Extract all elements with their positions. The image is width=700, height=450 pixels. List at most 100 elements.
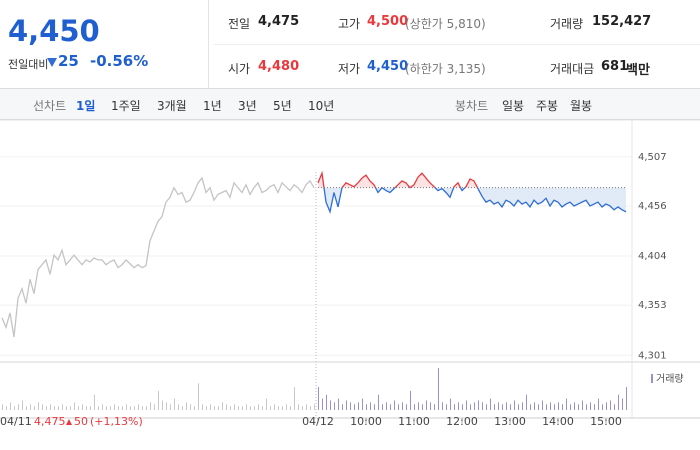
quote-header: 4,450 전일대비 25 -0.56% 전일 4,475 고가 4,500 (… [0, 0, 700, 89]
down-arrow [47, 58, 57, 67]
volume-bar [566, 398, 567, 410]
volume-bar [198, 383, 199, 410]
volume-bar [34, 406, 35, 410]
volume-bar [326, 394, 327, 410]
chart: 4,301 4,353 4,404 4,456 4,507 04/11 04/12 10:00… [0, 120, 700, 428]
legend-swatch [651, 374, 653, 383]
volume-bar [466, 400, 467, 410]
volume-bar [74, 402, 75, 410]
volume-bar [486, 404, 487, 410]
volume-bar [214, 406, 215, 410]
volume-bar [302, 406, 303, 410]
volume-bar [46, 406, 47, 410]
volume-bar [182, 406, 183, 410]
volume-bar [250, 406, 251, 410]
divider [208, 0, 209, 88]
volume-bar [578, 404, 579, 410]
volume-bar [318, 387, 319, 410]
volume-bar [254, 406, 255, 410]
volume-bar [114, 404, 115, 410]
volume-bar [626, 387, 627, 410]
volume-bar [58, 406, 59, 410]
volume-bar [142, 406, 143, 410]
volume-bar [258, 404, 259, 410]
volume-bar [14, 406, 15, 410]
volume-bar [290, 406, 291, 410]
stat-label: 거래대금 [550, 62, 595, 76]
stat-label: 저가 [338, 62, 361, 76]
volume-bar [134, 406, 135, 410]
change-label: 전일대비 [8, 58, 49, 71]
volume-bar [246, 404, 247, 410]
volume-bar [386, 402, 387, 410]
volume-bar [218, 406, 219, 410]
volume-bar [382, 404, 383, 410]
stat-label: 시가 [228, 62, 251, 76]
volume-bar [346, 400, 347, 410]
x-tick-label: 13:00 [494, 415, 526, 428]
volume-bar [458, 402, 459, 410]
period-tab[interactable]: 3년 [238, 99, 257, 113]
candle-tab[interactable]: 주봉 [536, 99, 559, 113]
volume-bar [558, 402, 559, 410]
stat-note: (상한가 5,810) [405, 17, 486, 31]
volume-bar [586, 404, 587, 410]
volume-bar [262, 406, 263, 410]
stat-value: 681 [601, 59, 629, 74]
volume-bar [130, 406, 131, 410]
y-tick-label: 4,456 [638, 201, 667, 212]
period-tab[interactable]: 5년 [273, 99, 292, 113]
x-tick-label: 04/12 [302, 415, 334, 428]
volume-bar [602, 404, 603, 410]
volume-bar [442, 402, 443, 410]
period-tab[interactable]: 1년 [203, 99, 222, 113]
change: 25 [58, 52, 79, 70]
x-tick-label: 14:00 [542, 415, 574, 428]
volume-bar [530, 404, 531, 410]
period-tab[interactable]: 1주일 [111, 99, 141, 113]
volume-bar [78, 406, 79, 410]
candle-tab[interactable]: 월봉 [570, 99, 593, 113]
volume-bar [138, 404, 139, 410]
x-tick-label: 04/11 [0, 415, 32, 428]
volume-bar [226, 404, 227, 410]
volume-bar [234, 404, 235, 410]
volume-bar [622, 398, 623, 410]
volume-bar [110, 406, 111, 410]
volume-bar [102, 404, 103, 410]
volume-bar [190, 404, 191, 410]
volume-bar [606, 402, 607, 410]
stat-value: 152,427 [592, 14, 652, 29]
x-tick-label: 10:00 [350, 415, 382, 428]
volume-bar [334, 402, 335, 410]
volume-bar [534, 402, 535, 410]
volume-bar [166, 402, 167, 410]
volume-bar [374, 404, 375, 410]
volume-bar [178, 404, 179, 410]
footer-price: 4,475 [34, 415, 66, 428]
y-tick-label: 4,301 [638, 350, 667, 361]
volume-bar [6, 406, 7, 410]
volume-bar [354, 404, 355, 410]
period-tab[interactable]: 1일 [76, 99, 96, 113]
volume-bar [342, 404, 343, 410]
volume-bar [482, 402, 483, 410]
price: 4,450 [8, 14, 100, 48]
volume-bar [306, 404, 307, 410]
volume-bar [618, 394, 619, 410]
volume-bar [474, 402, 475, 410]
volume-bar [210, 404, 211, 410]
volume-bar [202, 404, 203, 410]
candle-tab[interactable]: 일봉 [502, 99, 525, 113]
volume-bar [222, 402, 223, 410]
period-tab[interactable]: 10년 [308, 99, 335, 113]
volume-bar [582, 400, 583, 410]
volume-bar [562, 404, 563, 410]
volume-bar [570, 404, 571, 410]
price-line-down [323, 187, 627, 214]
volume-bar [66, 406, 67, 410]
volume-bar [594, 404, 595, 410]
stat-value: 4,450 [367, 59, 409, 74]
volume-bar [526, 394, 527, 410]
period-tab[interactable]: 3개월 [157, 99, 187, 113]
